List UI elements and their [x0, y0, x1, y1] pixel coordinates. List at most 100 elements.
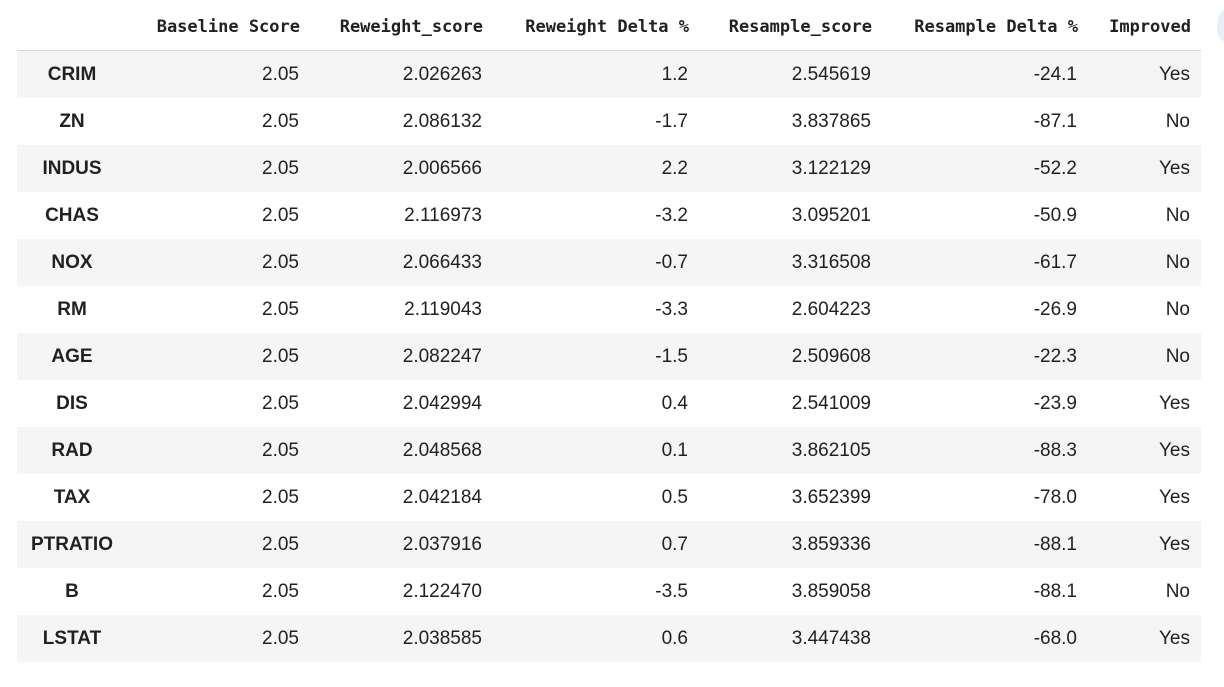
resample-score-cell: 2.604223 [791, 298, 871, 320]
resample-delta-cell: -50.9 [1033, 204, 1077, 226]
resample-score-cell: 3.837865 [791, 110, 871, 132]
dataframe-table: Baseline Score Reweight_score Reweight D… [17, 3, 1201, 662]
row-index-cell: PTRATIO [31, 533, 113, 555]
reweight-delta-cell: -3.2 [655, 204, 688, 226]
table-row: CRIM 2.05 2.026263 1.2 2.545619 -24.1 Yes [17, 50, 1201, 98]
improved-cell: Yes [1159, 627, 1190, 649]
header-row: Baseline Score Reweight_score Reweight D… [17, 3, 1201, 51]
reweight-score-cell: 2.042184 [402, 486, 482, 508]
resample-delta-cell: -68.0 [1033, 627, 1077, 649]
header-baseline-score: Baseline Score [127, 3, 310, 51]
row-index-cell: TAX [53, 486, 91, 508]
improved-cell: Yes [1159, 439, 1190, 461]
reweight-score-cell: 2.048568 [402, 439, 482, 461]
reweight-delta-cell: 0.6 [661, 627, 688, 649]
improved-cell: No [1165, 580, 1190, 602]
resample-score-cell: 3.095201 [791, 204, 871, 226]
reweight-score-cell: 2.042994 [402, 392, 482, 414]
improved-cell: No [1165, 345, 1190, 367]
baseline-score-cell: 2.05 [262, 204, 299, 226]
table-row: TAX 2.05 2.042184 0.5 3.652399 -78.0 Yes [17, 474, 1201, 521]
improved-cell: No [1165, 298, 1190, 320]
baseline-score-cell: 2.05 [262, 345, 299, 367]
reweight-score-cell: 2.038585 [402, 627, 482, 649]
improved-cell: No [1165, 204, 1190, 226]
header-index [17, 3, 127, 51]
resample-score-cell: 3.447438 [791, 627, 871, 649]
row-index-cell: CHAS [45, 204, 99, 226]
reweight-score-cell: 2.082247 [402, 345, 482, 367]
resample-delta-cell: -26.9 [1033, 298, 1077, 320]
reweight-delta-cell: -1.7 [655, 110, 688, 132]
resample-delta-cell: -78.0 [1033, 486, 1077, 508]
row-index-cell: AGE [51, 345, 93, 367]
improved-cell: Yes [1159, 157, 1190, 179]
table-row: NOX 2.05 2.066433 -0.7 3.316508 -61.7 No [17, 239, 1201, 286]
resample-delta-cell: -88.1 [1033, 580, 1077, 602]
row-index-cell: RM [57, 298, 87, 320]
row-index-cell: CRIM [47, 63, 97, 85]
resample-delta-cell: -88.3 [1033, 439, 1077, 461]
header-reweight-score: Reweight_score [310, 3, 493, 51]
header-resample-score: Resample_score [699, 3, 882, 51]
reweight-score-cell: 2.026263 [402, 63, 482, 85]
table-row: CHAS 2.05 2.116973 -3.2 3.095201 -50.9 No [17, 192, 1201, 239]
resample-delta-cell: -87.1 [1033, 110, 1077, 132]
reweight-delta-cell: -0.7 [655, 251, 688, 273]
improved-cell: Yes [1159, 63, 1190, 85]
resample-score-cell: 2.509608 [791, 345, 871, 367]
reweight-score-cell: 2.037916 [402, 533, 482, 555]
table-row: PTRATIO 2.05 2.037916 0.7 3.859336 -88.1 Yes [17, 521, 1201, 568]
baseline-score-cell: 2.05 [262, 63, 299, 85]
row-index-cell: LSTAT [42, 627, 102, 649]
header-improved: Improved [1088, 3, 1201, 51]
resample-score-cell: 2.541009 [791, 392, 871, 414]
baseline-score-cell: 2.05 [262, 439, 299, 461]
row-index-cell: ZN [59, 110, 85, 132]
reweight-delta-cell: 1.2 [661, 63, 688, 85]
baseline-score-cell: 2.05 [262, 392, 299, 414]
baseline-score-cell: 2.05 [262, 533, 299, 555]
reweight-score-cell: 2.086132 [402, 110, 482, 132]
baseline-score-cell: 2.05 [262, 110, 299, 132]
resample-score-cell: 3.862105 [791, 439, 871, 461]
resample-score-cell: 3.859336 [791, 533, 871, 555]
table-body: CRIM 2.05 2.026263 1.2 2.545619 -24.1 Yes ZN 2.0… [17, 50, 1201, 662]
row-index-cell: NOX [51, 251, 93, 273]
reweight-score-cell: 2.116973 [404, 204, 482, 226]
baseline-score-cell: 2.05 [262, 157, 299, 179]
table-row: RM 2.05 2.119043 -3.3 2.604223 -26.9 No [17, 286, 1201, 333]
reweight-delta-cell: -1.5 [655, 345, 688, 367]
reweight-delta-cell: -3.3 [655, 298, 688, 320]
reweight-delta-cell: 0.1 [661, 439, 688, 461]
reweight-delta-cell: -3.5 [655, 580, 688, 602]
improved-cell: Yes [1159, 392, 1190, 414]
reweight-delta-cell: 0.4 [661, 392, 688, 414]
resample-delta-cell: -22.3 [1033, 345, 1077, 367]
resample-delta-cell: -88.1 [1033, 533, 1077, 555]
row-index-cell: INDUS [42, 157, 102, 179]
improved-cell: Yes [1159, 533, 1190, 555]
table-row: DIS 2.05 2.042994 0.4 2.541009 -23.9 Yes [17, 380, 1201, 427]
resample-score-cell: 2.545619 [791, 63, 871, 85]
improved-cell: No [1165, 251, 1190, 273]
row-index-cell: B [65, 580, 79, 602]
row-index-cell: DIS [56, 392, 88, 414]
table-row: LSTAT 2.05 2.038585 0.6 3.447438 -68.0 Yes [17, 615, 1201, 662]
table-row: AGE 2.05 2.082247 -1.5 2.509608 -22.3 No [17, 333, 1201, 380]
resample-delta-cell: -61.7 [1033, 251, 1077, 273]
resample-delta-cell: -52.2 [1033, 157, 1077, 179]
resample-score-cell: 3.652399 [791, 486, 871, 508]
resample-score-cell: 3.122129 [791, 157, 871, 179]
reweight-delta-cell: 0.5 [661, 486, 688, 508]
toolbar-edge-button[interactable] [1217, 8, 1224, 44]
reweight-delta-cell: 2.2 [661, 157, 688, 179]
table-row: RAD 2.05 2.048568 0.1 3.862105 -88.3 Yes [17, 427, 1201, 474]
row-index-cell: RAD [51, 439, 93, 461]
reweight-score-cell: 2.119043 [404, 298, 482, 320]
improved-cell: Yes [1159, 486, 1190, 508]
table-row: B 2.05 2.122470 -3.5 3.859058 -88.1 No [17, 568, 1201, 615]
reweight-score-cell: 2.066433 [402, 251, 482, 273]
table-row: INDUS 2.05 2.006566 2.2 3.122129 -52.2 Yes [17, 145, 1201, 192]
